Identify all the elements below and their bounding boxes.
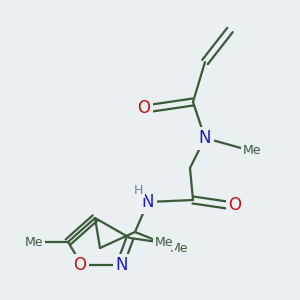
Text: Me: Me	[155, 236, 173, 248]
Text: O: O	[137, 99, 151, 117]
Text: N: N	[116, 256, 128, 274]
Text: Me: Me	[243, 143, 261, 157]
Text: O: O	[229, 196, 242, 214]
Text: O: O	[74, 256, 86, 274]
Text: Me: Me	[170, 242, 188, 254]
Text: N: N	[199, 129, 211, 147]
Text: H: H	[133, 184, 143, 196]
Text: N: N	[142, 193, 154, 211]
Text: Me: Me	[25, 236, 43, 248]
